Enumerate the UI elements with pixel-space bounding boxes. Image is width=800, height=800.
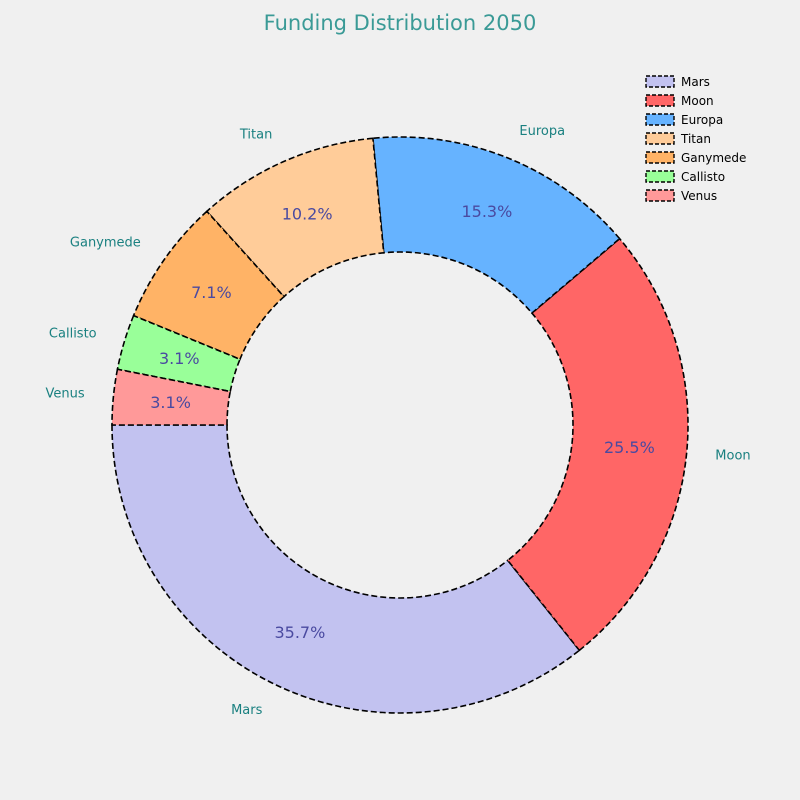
legend-swatch-callisto [645,170,675,183]
legend-item-europa: Europa [645,113,723,127]
category-label-callisto: Callisto [49,326,97,341]
category-label-mars: Mars [231,703,263,718]
wedge-venus [111,368,232,426]
legend-swatch-europa [645,113,675,126]
category-label-europa: Europa [519,124,565,139]
legend-label-venus: Venus [681,189,717,203]
percent-label-venus: 3.1% [150,393,191,412]
percent-label-titan: 10.2% [282,205,333,224]
legend-label-callisto: Callisto [681,170,725,184]
legend-swatch-ganymede [645,151,675,164]
category-label-moon: Moon [715,448,750,463]
legend-item-moon: Moon [645,94,714,108]
category-labels: Mars Moon Europa Titan Ganymede Callisto Venus [46,124,751,718]
chart-title: Funding Distribution 2050 [264,11,537,35]
wedge-mars [111,424,581,714]
legend-swatch-moon [645,94,675,107]
wedge-europa [372,136,621,315]
legend-swatch-mars [645,75,675,88]
category-label-titan: Titan [239,128,272,143]
percent-label-ganymede: 7.1% [191,283,232,302]
percent-label-mars: 35.7% [274,623,325,642]
category-label-ganymede: Ganymede [70,235,141,250]
legend-label-moon: Moon [681,94,714,108]
legend-swatch-venus [645,189,675,202]
percent-label-europa: 15.3% [461,202,512,221]
legend-item-mars: Mars [645,75,710,89]
percent-label-callisto: 3.1% [159,349,200,368]
legend-item-callisto: Callisto [645,170,725,184]
legend-label-mars: Mars [681,75,710,89]
legend-label-europa: Europa [681,113,723,127]
wedge-moon [506,237,689,652]
legend-item-ganymede: Ganymede [645,151,746,165]
legend-item-venus: Venus [645,189,717,203]
legend-label-ganymede: Ganymede [681,151,746,165]
percent-labels: 35.7% 25.5% 15.3% 10.2% 7.1% 3.1% 3.1% [150,202,655,642]
legend: Mars Moon Europa Titan Ganymede Callisto Venus [645,75,746,203]
category-label-venus: Venus [46,387,85,402]
legend-swatch-titan [645,132,675,145]
legend-item-titan: Titan [645,132,711,146]
donut-wedges [111,136,689,714]
percent-label-moon: 25.5% [604,438,655,457]
legend-label-titan: Titan [680,132,711,146]
